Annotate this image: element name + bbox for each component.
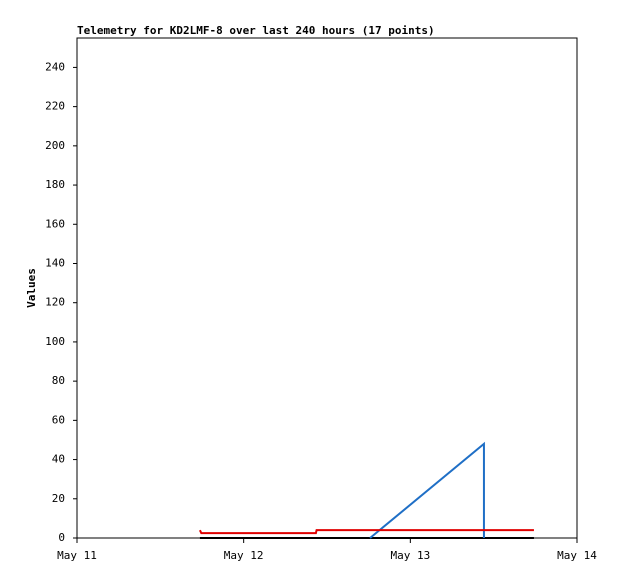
y-tick-label: 140: [45, 256, 65, 269]
y-tick-label: 160: [45, 217, 65, 230]
plot-frame: [76, 37, 578, 539]
y-tick-label: 0: [58, 531, 65, 544]
y-axis-label: Values: [25, 268, 38, 308]
series-line: [369, 441, 485, 539]
y-tick-label: 220: [45, 100, 65, 113]
series-line: [199, 529, 534, 535]
y-tick-label: 60: [52, 413, 65, 426]
y-tick-label: 120: [45, 296, 65, 309]
y-tick-label: 80: [52, 374, 65, 387]
y-tick-label: 240: [45, 60, 65, 73]
y-tick-label: 200: [45, 139, 65, 152]
y-tick-label: 20: [52, 492, 65, 505]
y-tick-label: 180: [45, 178, 65, 191]
x-tick-label: May 11: [57, 549, 97, 562]
x-tick-label: May 14: [557, 549, 597, 562]
y-tick-label: 100: [45, 335, 65, 348]
y-tick-label: 40: [52, 453, 65, 466]
x-tick-label: May 13: [390, 549, 430, 562]
chart-title: Telemetry for KD2LMF-8 over last 240 hou…: [77, 24, 435, 37]
x-tick-label: May 12: [224, 549, 264, 562]
